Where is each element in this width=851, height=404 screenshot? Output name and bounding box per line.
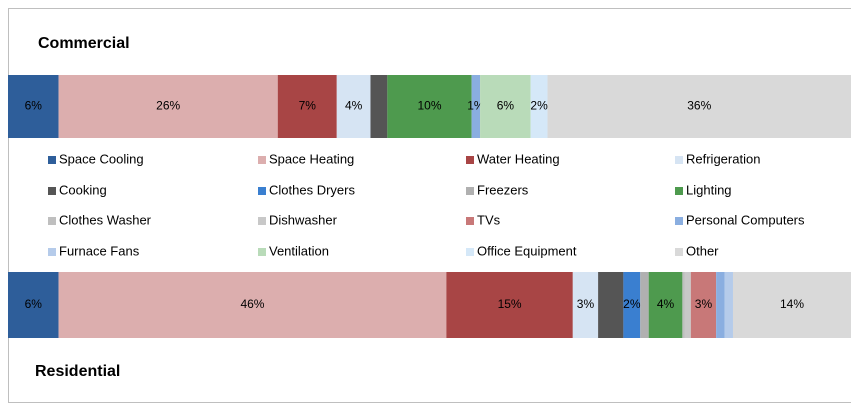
- legend-label: Ventilation: [269, 243, 329, 258]
- legend-swatch: [48, 156, 56, 164]
- legend-swatch: [258, 187, 266, 195]
- legend-label: Cooking: [59, 182, 107, 197]
- bar-segment: [370, 75, 388, 138]
- legend-label: Water Heating: [477, 151, 560, 166]
- data-label: 7%: [299, 99, 317, 113]
- data-label: 10%: [417, 99, 441, 113]
- bar-segment: [58, 75, 278, 138]
- bar-segment: [530, 75, 548, 138]
- data-label: 3%: [577, 297, 595, 311]
- data-label: 2%: [530, 99, 548, 113]
- legend-swatch: [675, 156, 683, 164]
- legend-label: Freezers: [477, 182, 529, 197]
- data-label: 26%: [156, 99, 180, 113]
- legend-swatch: [675, 248, 683, 256]
- legend-swatch: [466, 156, 474, 164]
- bar-segment: [640, 272, 649, 338]
- data-label: 3%: [695, 297, 713, 311]
- legend-label: Clothes Dryers: [269, 182, 355, 197]
- category-label: Commercial: [38, 35, 130, 52]
- bar-segment: [336, 75, 371, 138]
- category-label: Residential: [35, 363, 120, 380]
- legend-label: Other: [686, 243, 719, 258]
- data-label: 4%: [657, 297, 675, 311]
- legend-swatch: [466, 217, 474, 225]
- data-label: 6%: [497, 99, 515, 113]
- bar-segment: [8, 75, 59, 138]
- legend-label: Personal Computers: [686, 212, 805, 227]
- bar-segment: [598, 272, 624, 338]
- chart-frame: [8, 8, 851, 403]
- legend-swatch: [466, 248, 474, 256]
- bar-segment: [648, 272, 683, 338]
- bar-segment: [471, 75, 481, 138]
- legend-label: Dishwasher: [269, 212, 338, 227]
- legend-label: Office Equipment: [477, 243, 577, 258]
- bar-segment: [277, 75, 337, 138]
- legend-swatch: [48, 217, 56, 225]
- legend-label: Clothes Washer: [59, 212, 152, 227]
- data-label: 15%: [498, 297, 522, 311]
- legend-label: Furnace Fans: [59, 243, 140, 258]
- data-label: 6%: [25, 99, 43, 113]
- bar-segment: [387, 75, 472, 138]
- data-label: 4%: [345, 99, 363, 113]
- bar-segment: [480, 75, 531, 138]
- legend-swatch: [466, 187, 474, 195]
- bar-segment: [572, 272, 599, 338]
- legend-swatch: [258, 248, 266, 256]
- bar-segment: [547, 75, 851, 138]
- legend-swatch: [48, 187, 56, 195]
- bar-segment: [732, 272, 851, 338]
- bar-segment: [682, 272, 685, 338]
- bar-segment: [724, 272, 733, 338]
- data-label: 36%: [687, 99, 711, 113]
- bar-segment: [684, 272, 691, 338]
- data-label: 14%: [780, 297, 804, 311]
- bar-segment: [446, 272, 573, 338]
- bar-segment: [623, 272, 641, 338]
- legend-label: Refrigeration: [686, 151, 760, 166]
- legend-swatch: [675, 187, 683, 195]
- legend-swatch: [675, 217, 683, 225]
- legend-label: Space Cooling: [59, 151, 144, 166]
- data-label: 2%: [623, 297, 641, 311]
- bar-segment: [8, 272, 59, 338]
- legend-label: Space Heating: [269, 151, 354, 166]
- bar-segment: [716, 272, 725, 338]
- data-label: 6%: [25, 297, 43, 311]
- legend-label: TVs: [477, 212, 501, 227]
- legend-swatch: [48, 248, 56, 256]
- legend-swatch: [258, 156, 266, 164]
- legend-swatch: [258, 217, 266, 225]
- data-label: 46%: [240, 297, 264, 311]
- bar-segment: [690, 272, 717, 338]
- legend-label: Lighting: [686, 182, 732, 197]
- bar-segment: [58, 272, 447, 338]
